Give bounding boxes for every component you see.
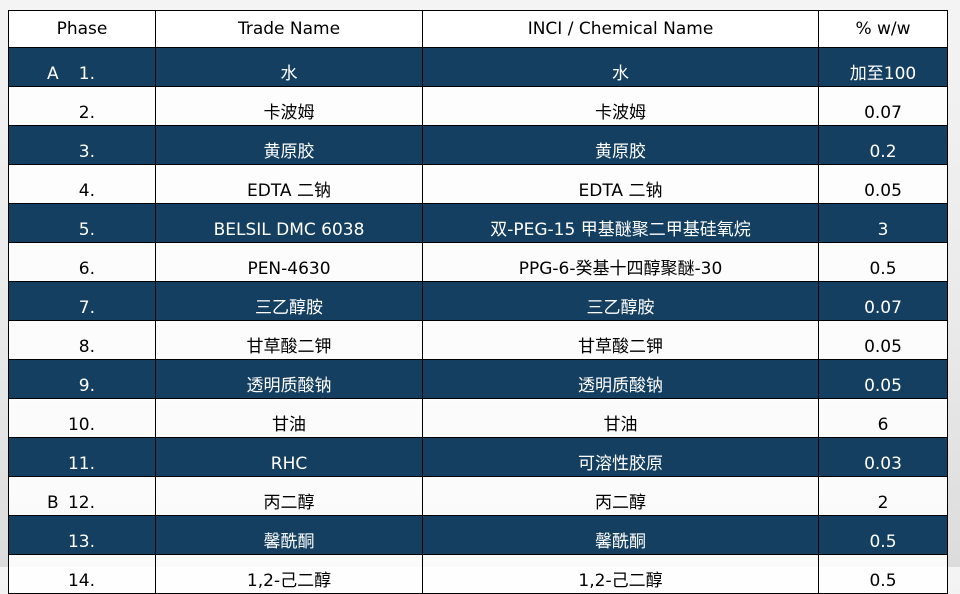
trade-name-cell: 透明质酸钠 bbox=[155, 359, 423, 399]
trade-name-cell: 1,2-己二醇 bbox=[155, 554, 423, 594]
percent-cell: 0.05 bbox=[818, 164, 948, 204]
phase-cell: 4. bbox=[8, 164, 156, 204]
inci-name-cell: 水 bbox=[422, 47, 819, 87]
phase-cell: 7. bbox=[8, 281, 156, 321]
phase-letter: B bbox=[47, 493, 59, 513]
inci-name-cell: 三乙醇胺 bbox=[422, 281, 819, 321]
percent-cell: 0.5 bbox=[818, 242, 948, 282]
inci-name-cell: 馨酰酮 bbox=[422, 515, 819, 555]
phase-cell: B 12. bbox=[8, 476, 156, 516]
inci-name-cell: 黄原胶 bbox=[422, 125, 819, 165]
trade-name-cell: 甘草酸二钾 bbox=[155, 320, 423, 360]
table-row: 3. 黄原胶 黄原胶 0.2 bbox=[8, 125, 948, 165]
ingredient-number: 1. bbox=[78, 64, 95, 84]
table-row: 14. 1,2-己二醇 1,2-己二醇 0.5 bbox=[8, 554, 948, 594]
inci-name-cell: 双-PEG-15 甲基醚聚二甲基硅氧烷 bbox=[422, 203, 819, 243]
formulation-table: Phase Trade Name INCI / Chemical Name % … bbox=[8, 10, 948, 594]
phase-cell: 11. bbox=[8, 437, 156, 477]
trade-name-cell: 馨酰酮 bbox=[155, 515, 423, 555]
percent-cell: 0.05 bbox=[818, 320, 948, 360]
inci-name-cell: 甘草酸二钾 bbox=[422, 320, 819, 360]
ingredient-number: 4. bbox=[78, 181, 95, 201]
table-row: 7. 三乙醇胺 三乙醇胺 0.07 bbox=[8, 281, 948, 321]
percent-cell: 0.07 bbox=[818, 281, 948, 321]
ingredient-number: 3. bbox=[78, 142, 95, 162]
percent-cell: 6 bbox=[818, 398, 948, 438]
ingredient-number: 7. bbox=[78, 298, 95, 318]
ingredient-number: 13. bbox=[67, 532, 95, 552]
trade-name-cell: 丙二醇 bbox=[155, 476, 423, 516]
phase-cell: 5. bbox=[8, 203, 156, 243]
header-inci-name: INCI / Chemical Name bbox=[422, 10, 819, 48]
table-row: 2. 卡波姆 卡波姆 0.07 bbox=[8, 86, 948, 126]
phase-cell: 13. bbox=[8, 515, 156, 555]
ingredient-number: 12. bbox=[67, 493, 95, 513]
header-phase: Phase bbox=[8, 10, 156, 48]
table-row: 8. 甘草酸二钾 甘草酸二钾 0.05 bbox=[8, 320, 948, 360]
trade-name-cell: RHC bbox=[155, 437, 423, 477]
table-row: 11. RHC 可溶性胶原 0.03 bbox=[8, 437, 948, 477]
percent-cell: 0.5 bbox=[818, 515, 948, 555]
trade-name-cell: PEN-4630 bbox=[155, 242, 423, 282]
ingredient-number: 8. bbox=[78, 337, 95, 357]
inci-name-cell: 卡波姆 bbox=[422, 86, 819, 126]
inci-name-cell: 可溶性胶原 bbox=[422, 437, 819, 477]
trade-name-cell: 甘油 bbox=[155, 398, 423, 438]
percent-cell: 0.5 bbox=[818, 554, 948, 594]
phase-cell: 14. bbox=[8, 554, 156, 594]
ingredient-number: 14. bbox=[67, 571, 95, 591]
trade-name-cell: 三乙醇胺 bbox=[155, 281, 423, 321]
inci-name-cell: 丙二醇 bbox=[422, 476, 819, 516]
table-row: 10. 甘油 甘油 6 bbox=[8, 398, 948, 438]
table-row: 13. 馨酰酮 馨酰酮 0.5 bbox=[8, 515, 948, 555]
ingredient-number: 9. bbox=[78, 376, 95, 396]
phase-cell: 2. bbox=[8, 86, 156, 126]
table-row: A 1. 水 水 加至100 bbox=[8, 47, 948, 87]
trade-name-cell: 水 bbox=[155, 47, 423, 87]
table-row: 9. 透明质酸钠 透明质酸钠 0.05 bbox=[8, 359, 948, 399]
phase-letter: A bbox=[47, 64, 59, 84]
table-row: 5. BELSIL DMC 6038 双-PEG-15 甲基醚聚二甲基硅氧烷 3 bbox=[8, 203, 948, 243]
phase-cell: 9. bbox=[8, 359, 156, 399]
ingredient-number: 2. bbox=[78, 103, 95, 123]
table-row: 6. PEN-4630 PPG-6-癸基十四醇聚醚-30 0.5 bbox=[8, 242, 948, 282]
inci-name-cell: PPG-6-癸基十四醇聚醚-30 bbox=[422, 242, 819, 282]
phase-cell: A 1. bbox=[8, 47, 156, 87]
ingredient-number: 11. bbox=[67, 454, 95, 474]
phase-cell: 10. bbox=[8, 398, 156, 438]
percent-cell: 2 bbox=[818, 476, 948, 516]
percent-cell: 0.2 bbox=[818, 125, 948, 165]
phase-cell: 3. bbox=[8, 125, 156, 165]
inci-name-cell: 甘油 bbox=[422, 398, 819, 438]
inci-name-cell: 透明质酸钠 bbox=[422, 359, 819, 399]
header-percent: % w/w bbox=[818, 10, 948, 48]
percent-cell: 0.03 bbox=[818, 437, 948, 477]
ingredient-number: 10. bbox=[67, 415, 95, 435]
inci-name-cell: 1,2-己二醇 bbox=[422, 554, 819, 594]
ingredient-number: 5. bbox=[78, 220, 95, 240]
trade-name-cell: BELSIL DMC 6038 bbox=[155, 203, 423, 243]
phase-cell: 6. bbox=[8, 242, 156, 282]
trade-name-cell: EDTA 二钠 bbox=[155, 164, 423, 204]
percent-cell: 加至100 bbox=[818, 47, 948, 87]
table-row: B 12. 丙二醇 丙二醇 2 bbox=[8, 476, 948, 516]
trade-name-cell: 卡波姆 bbox=[155, 86, 423, 126]
percent-cell: 0.05 bbox=[818, 359, 948, 399]
ingredient-number: 6. bbox=[78, 259, 95, 279]
percent-cell: 3 bbox=[818, 203, 948, 243]
percent-cell: 0.07 bbox=[818, 86, 948, 126]
header-row: Phase Trade Name INCI / Chemical Name % … bbox=[8, 10, 948, 48]
trade-name-cell: 黄原胶 bbox=[155, 125, 423, 165]
inci-name-cell: EDTA 二钠 bbox=[422, 164, 819, 204]
phase-cell: 8. bbox=[8, 320, 156, 360]
table-row: 4. EDTA 二钠 EDTA 二钠 0.05 bbox=[8, 164, 948, 204]
header-trade-name: Trade Name bbox=[155, 10, 423, 48]
